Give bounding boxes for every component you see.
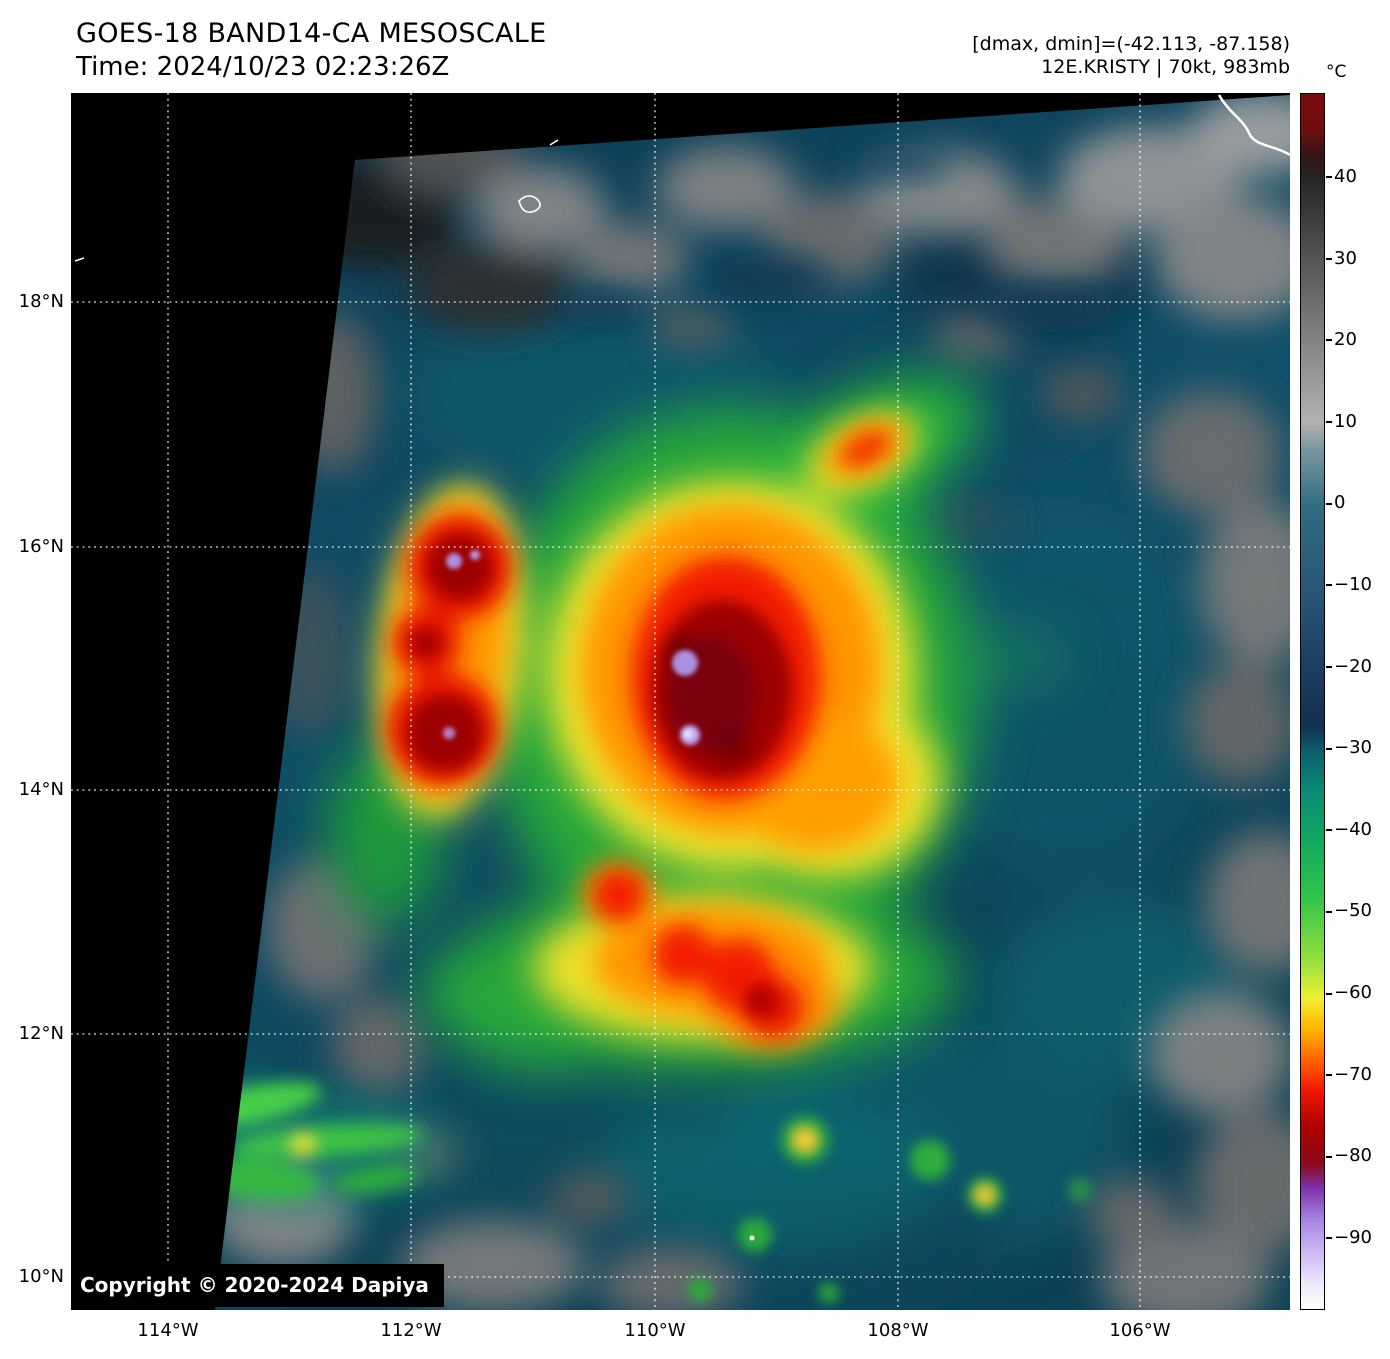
dmax-dmin-readout: [dmax, dmin]=(-42.113, -87.158): [972, 33, 1290, 55]
colorbar-tickmark: [1326, 503, 1332, 505]
colorbar-tick-label: −40: [1334, 819, 1372, 840]
colorbar-tickmark: [1326, 584, 1332, 586]
colorbar-tick-label: −80: [1334, 1145, 1372, 1166]
storm-info: 12E.KRISTY | 70kt, 983mb: [1041, 56, 1290, 78]
colorbar-tickmark: [1326, 258, 1332, 260]
island-contour: [518, 195, 541, 214]
colorbar-tick-label: −50: [1334, 900, 1372, 921]
lon-label-106w: 106°W: [1109, 1320, 1171, 1341]
copyright-label: Copyright © 2020-2024 Dapiya: [71, 1264, 444, 1307]
coastline: [1217, 94, 1290, 157]
colorbar-tick-label: −30: [1334, 737, 1372, 758]
lon-label-114w: 114°W: [137, 1320, 199, 1341]
colorbar-tickmark: [1326, 1237, 1332, 1239]
small-contour: [549, 139, 559, 146]
lat-label-18n: 18°N: [18, 291, 64, 312]
cloud-gaps: [556, 143, 1116, 332]
satellite-imagery: [71, 93, 1290, 1310]
colorbar-tickmark: [1326, 421, 1332, 423]
colorbar-tickmark: [1326, 666, 1332, 668]
overshooting-tops: [443, 550, 700, 745]
header-readouts: [dmax, dmin]=(-42.113, -87.158) 12E.KRIS…: [972, 33, 1290, 79]
figure-title: GOES-18 BAND14-CA MESOSCALE: [76, 18, 547, 49]
colorbar-tick-label: −10: [1334, 574, 1372, 595]
colorbar-tick-label: 10: [1334, 411, 1357, 432]
graticule: [71, 93, 1290, 1310]
colorbar-tickmark: [1326, 1074, 1332, 1076]
colorbar-tick-label: −20: [1334, 656, 1372, 677]
colorbar-tick-label: 30: [1334, 248, 1357, 269]
colorbar-tick-label: 0: [1334, 492, 1346, 513]
white-speck: [749, 1235, 755, 1241]
colorbar-tick-label: 40: [1334, 166, 1357, 187]
figure-time: Time: 2024/10/23 02:23:26Z: [76, 52, 450, 82]
lat-label-16n: 16°N: [18, 536, 64, 557]
lat-label-12n: 12°N: [18, 1023, 64, 1044]
colorbar-tickmark: [1326, 339, 1332, 341]
colorbar-tick-label: −90: [1334, 1227, 1372, 1248]
colorbar-tickmark: [1326, 748, 1332, 750]
lon-label-110w: 110°W: [624, 1320, 686, 1341]
lon-label-112w: 112°W: [380, 1320, 442, 1341]
lat-label-14n: 14°N: [18, 779, 64, 800]
colorbar-unit-label: °C: [1326, 62, 1347, 82]
map-plot: Copyright © 2020-2024 Dapiya: [71, 93, 1290, 1310]
colorbar-tickmark: [1326, 993, 1332, 995]
colorbar-tick-label: −70: [1334, 1064, 1372, 1085]
colorbar-tickmark: [1326, 1156, 1332, 1158]
colorbar-gradient: [1300, 93, 1325, 1310]
colorbar-tickmark: [1326, 829, 1332, 831]
swath-imagery: [215, 95, 1290, 1310]
colorbar-tick-label: −60: [1334, 982, 1372, 1003]
lat-label-10n: 10°N: [18, 1266, 64, 1287]
small-contour-left: [74, 257, 85, 262]
colorbar-tickmark: [1326, 911, 1332, 913]
colorbar-tick-label: 20: [1334, 329, 1357, 350]
lon-label-108w: 108°W: [867, 1320, 929, 1341]
scattered-convection: [688, 1116, 1092, 1303]
colorbar-tickmark: [1326, 176, 1332, 178]
